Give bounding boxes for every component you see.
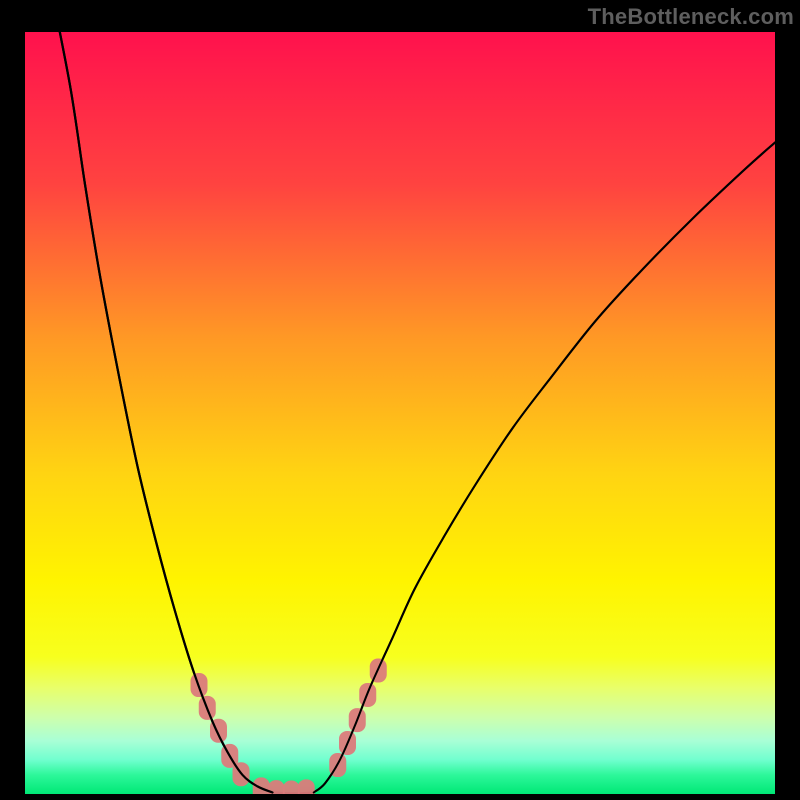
- gradient-background: [25, 32, 775, 794]
- marker-bottom-3: [298, 779, 315, 794]
- watermark-text: TheBottleneck.com: [588, 4, 794, 30]
- plot-area: [25, 32, 775, 794]
- chart-frame: TheBottleneck.com: [0, 0, 800, 800]
- bottleneck-curve-chart: [25, 32, 775, 794]
